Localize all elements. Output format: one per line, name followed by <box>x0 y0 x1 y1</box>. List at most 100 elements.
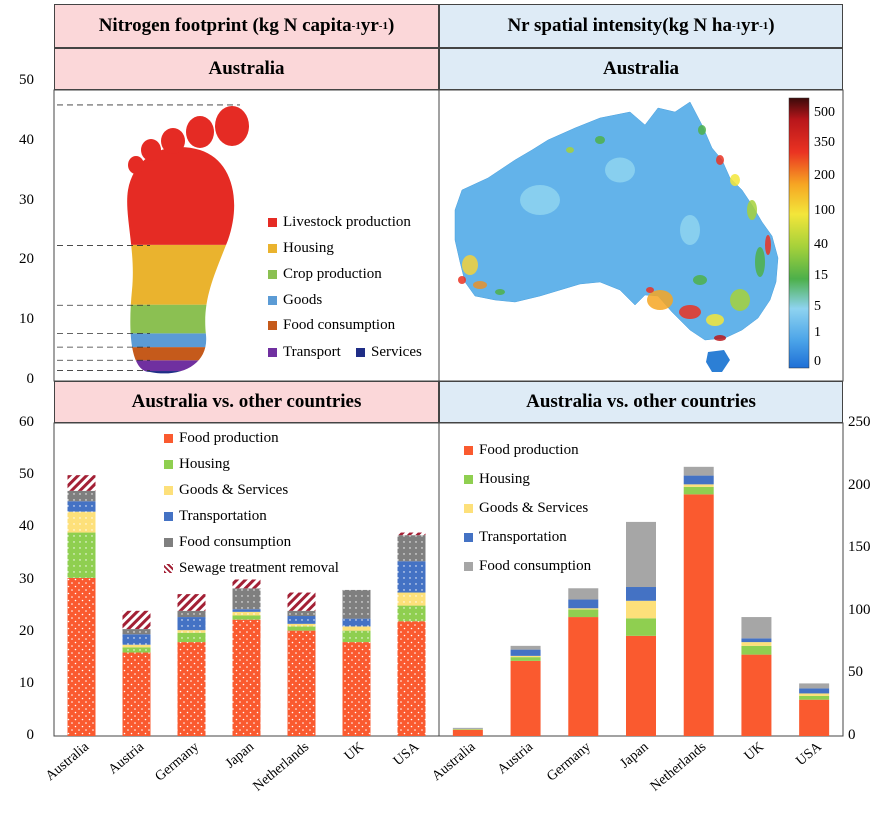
intensity-spot <box>706 314 724 326</box>
bar-food-production-netherlands <box>683 494 714 736</box>
bar-sewage-treatment-removal-australia <box>67 475 96 491</box>
legend-swatch <box>268 218 277 227</box>
x-tick-label: Austria <box>495 739 537 777</box>
bar-sewage-treatment-removal-japan <box>232 579 261 589</box>
right-title-text: Nr spatial intensity(kg N ha <box>507 15 732 36</box>
chart-legend-item: Food consumption <box>464 558 591 575</box>
bar-food-consumption-japan <box>626 521 656 588</box>
legend-swatch <box>464 504 473 513</box>
legend-swatch <box>164 486 173 495</box>
legend-livestock: Livestock production <box>268 214 411 231</box>
legend-swatch <box>164 434 173 443</box>
bar-goods-services-uk <box>342 626 371 631</box>
x-tick-label: USA <box>391 739 423 769</box>
footprint-band-food-consumption <box>127 347 235 361</box>
bar-goods-services-usa <box>799 693 830 696</box>
legend-swatch <box>268 296 277 305</box>
y-tick-label: 50 <box>848 664 863 681</box>
bar-food-production-germany <box>568 617 599 736</box>
legend-label: Housing <box>479 471 530 487</box>
bar-food-production-austria <box>122 652 151 736</box>
intensity-spot <box>765 235 771 255</box>
bar-food-consumption-usa <box>799 683 830 689</box>
bar-housing-australia <box>452 729 483 730</box>
bar-food-production-japan <box>626 635 656 736</box>
legend-label: Transportation <box>479 529 567 545</box>
bar-transportation-netherlands <box>287 616 316 624</box>
map-intensity-spots <box>458 125 771 341</box>
bar-food-consumption-germany <box>177 610 206 618</box>
legend-swatch <box>164 564 173 573</box>
x-tick-label: Germany <box>544 740 594 785</box>
y-tick-label: 250 <box>848 414 871 430</box>
x-tick-label: UK <box>342 740 367 764</box>
intensity-spot <box>473 281 487 289</box>
chart-legend-item: Transportation <box>464 529 567 546</box>
bar-housing-usa <box>799 695 830 700</box>
chart-legend-item: Goods & Services <box>464 500 588 517</box>
bar-goods-services-austria <box>122 644 151 648</box>
toe-shape <box>186 116 214 148</box>
y-tick-label: 50 <box>19 466 34 483</box>
bar-food-production-usa <box>799 699 830 736</box>
bar-food-consumption-austria <box>122 629 151 635</box>
footprint-band-crop-production <box>127 304 235 334</box>
intensity-spot <box>755 247 765 277</box>
bar-food-consumption-netherlands <box>683 466 714 476</box>
bar-transportation-austria <box>510 649 541 656</box>
left-title-sup2: -1 <box>378 20 388 32</box>
intensity-spot <box>646 287 654 293</box>
x-tick-label: Netherlands <box>251 740 312 795</box>
y-tick-label: 100 <box>848 601 871 618</box>
legend-swatch <box>464 475 473 484</box>
australia-mainland <box>454 101 779 341</box>
bar-housing-netherlands <box>287 626 316 631</box>
intensity-spot <box>647 290 673 310</box>
legend-services: Services <box>356 344 422 361</box>
chart-legend-item: Goods & Services <box>164 482 288 499</box>
bar-transportation-uk <box>342 618 371 627</box>
colorbar-label: 200 <box>814 168 835 183</box>
bar-food-production-germany <box>177 642 206 736</box>
intensity-spot <box>730 174 740 186</box>
chart-legend-item: Food consumption <box>164 534 291 551</box>
legend-label: Crop production <box>283 266 382 282</box>
intensity-spot <box>462 255 478 275</box>
legend-label: Housing <box>283 240 334 256</box>
intensity-spot <box>679 305 701 319</box>
colorbar <box>789 98 809 368</box>
legend-swatch <box>268 270 277 279</box>
right-title: Nr spatial intensity(kg N ha -1 yr -1) <box>439 4 843 48</box>
colorbar-label: 40 <box>814 237 828 252</box>
bar-transportation-usa <box>397 561 426 593</box>
legend-label: Housing <box>179 456 230 472</box>
bar-goods-services-germany <box>177 630 206 633</box>
bar-goods-services-netherlands <box>287 623 316 627</box>
footprint-graphic <box>57 104 249 374</box>
colorbar-label: 500 <box>814 105 835 120</box>
bar-goods-services-netherlands <box>683 484 714 487</box>
map-frame <box>438 89 844 382</box>
footprint-y-tick: 50 <box>19 72 34 88</box>
right-bottom-title: Australia vs. other countries <box>439 381 843 423</box>
chart-legend-item: Food production <box>164 430 279 447</box>
legend-swatch <box>268 244 277 253</box>
colorbar-label: 100 <box>814 203 835 218</box>
legend-crop: Crop production <box>268 266 382 283</box>
bar-transportation-germany <box>177 617 206 631</box>
footprint-band-services <box>127 371 235 374</box>
footprint-y-tick: 0 <box>26 371 35 387</box>
toe-shape <box>141 139 161 161</box>
bar-housing-netherlands <box>683 486 714 495</box>
x-tick-label: Netherlands <box>648 740 709 795</box>
bar-food-consumption-uk <box>741 617 772 639</box>
intensity-spot <box>520 185 560 215</box>
bar-housing-japan <box>232 615 261 620</box>
bar-food-consumption-uk <box>342 589 371 619</box>
bar-sewage-treatment-removal-netherlands <box>287 592 316 611</box>
footprint-y-tick: 40 <box>19 131 34 148</box>
legend-label: Food consumption <box>179 534 292 550</box>
y-tick-label: 10 <box>19 674 34 691</box>
footprint-y-tick: 10 <box>19 311 34 328</box>
